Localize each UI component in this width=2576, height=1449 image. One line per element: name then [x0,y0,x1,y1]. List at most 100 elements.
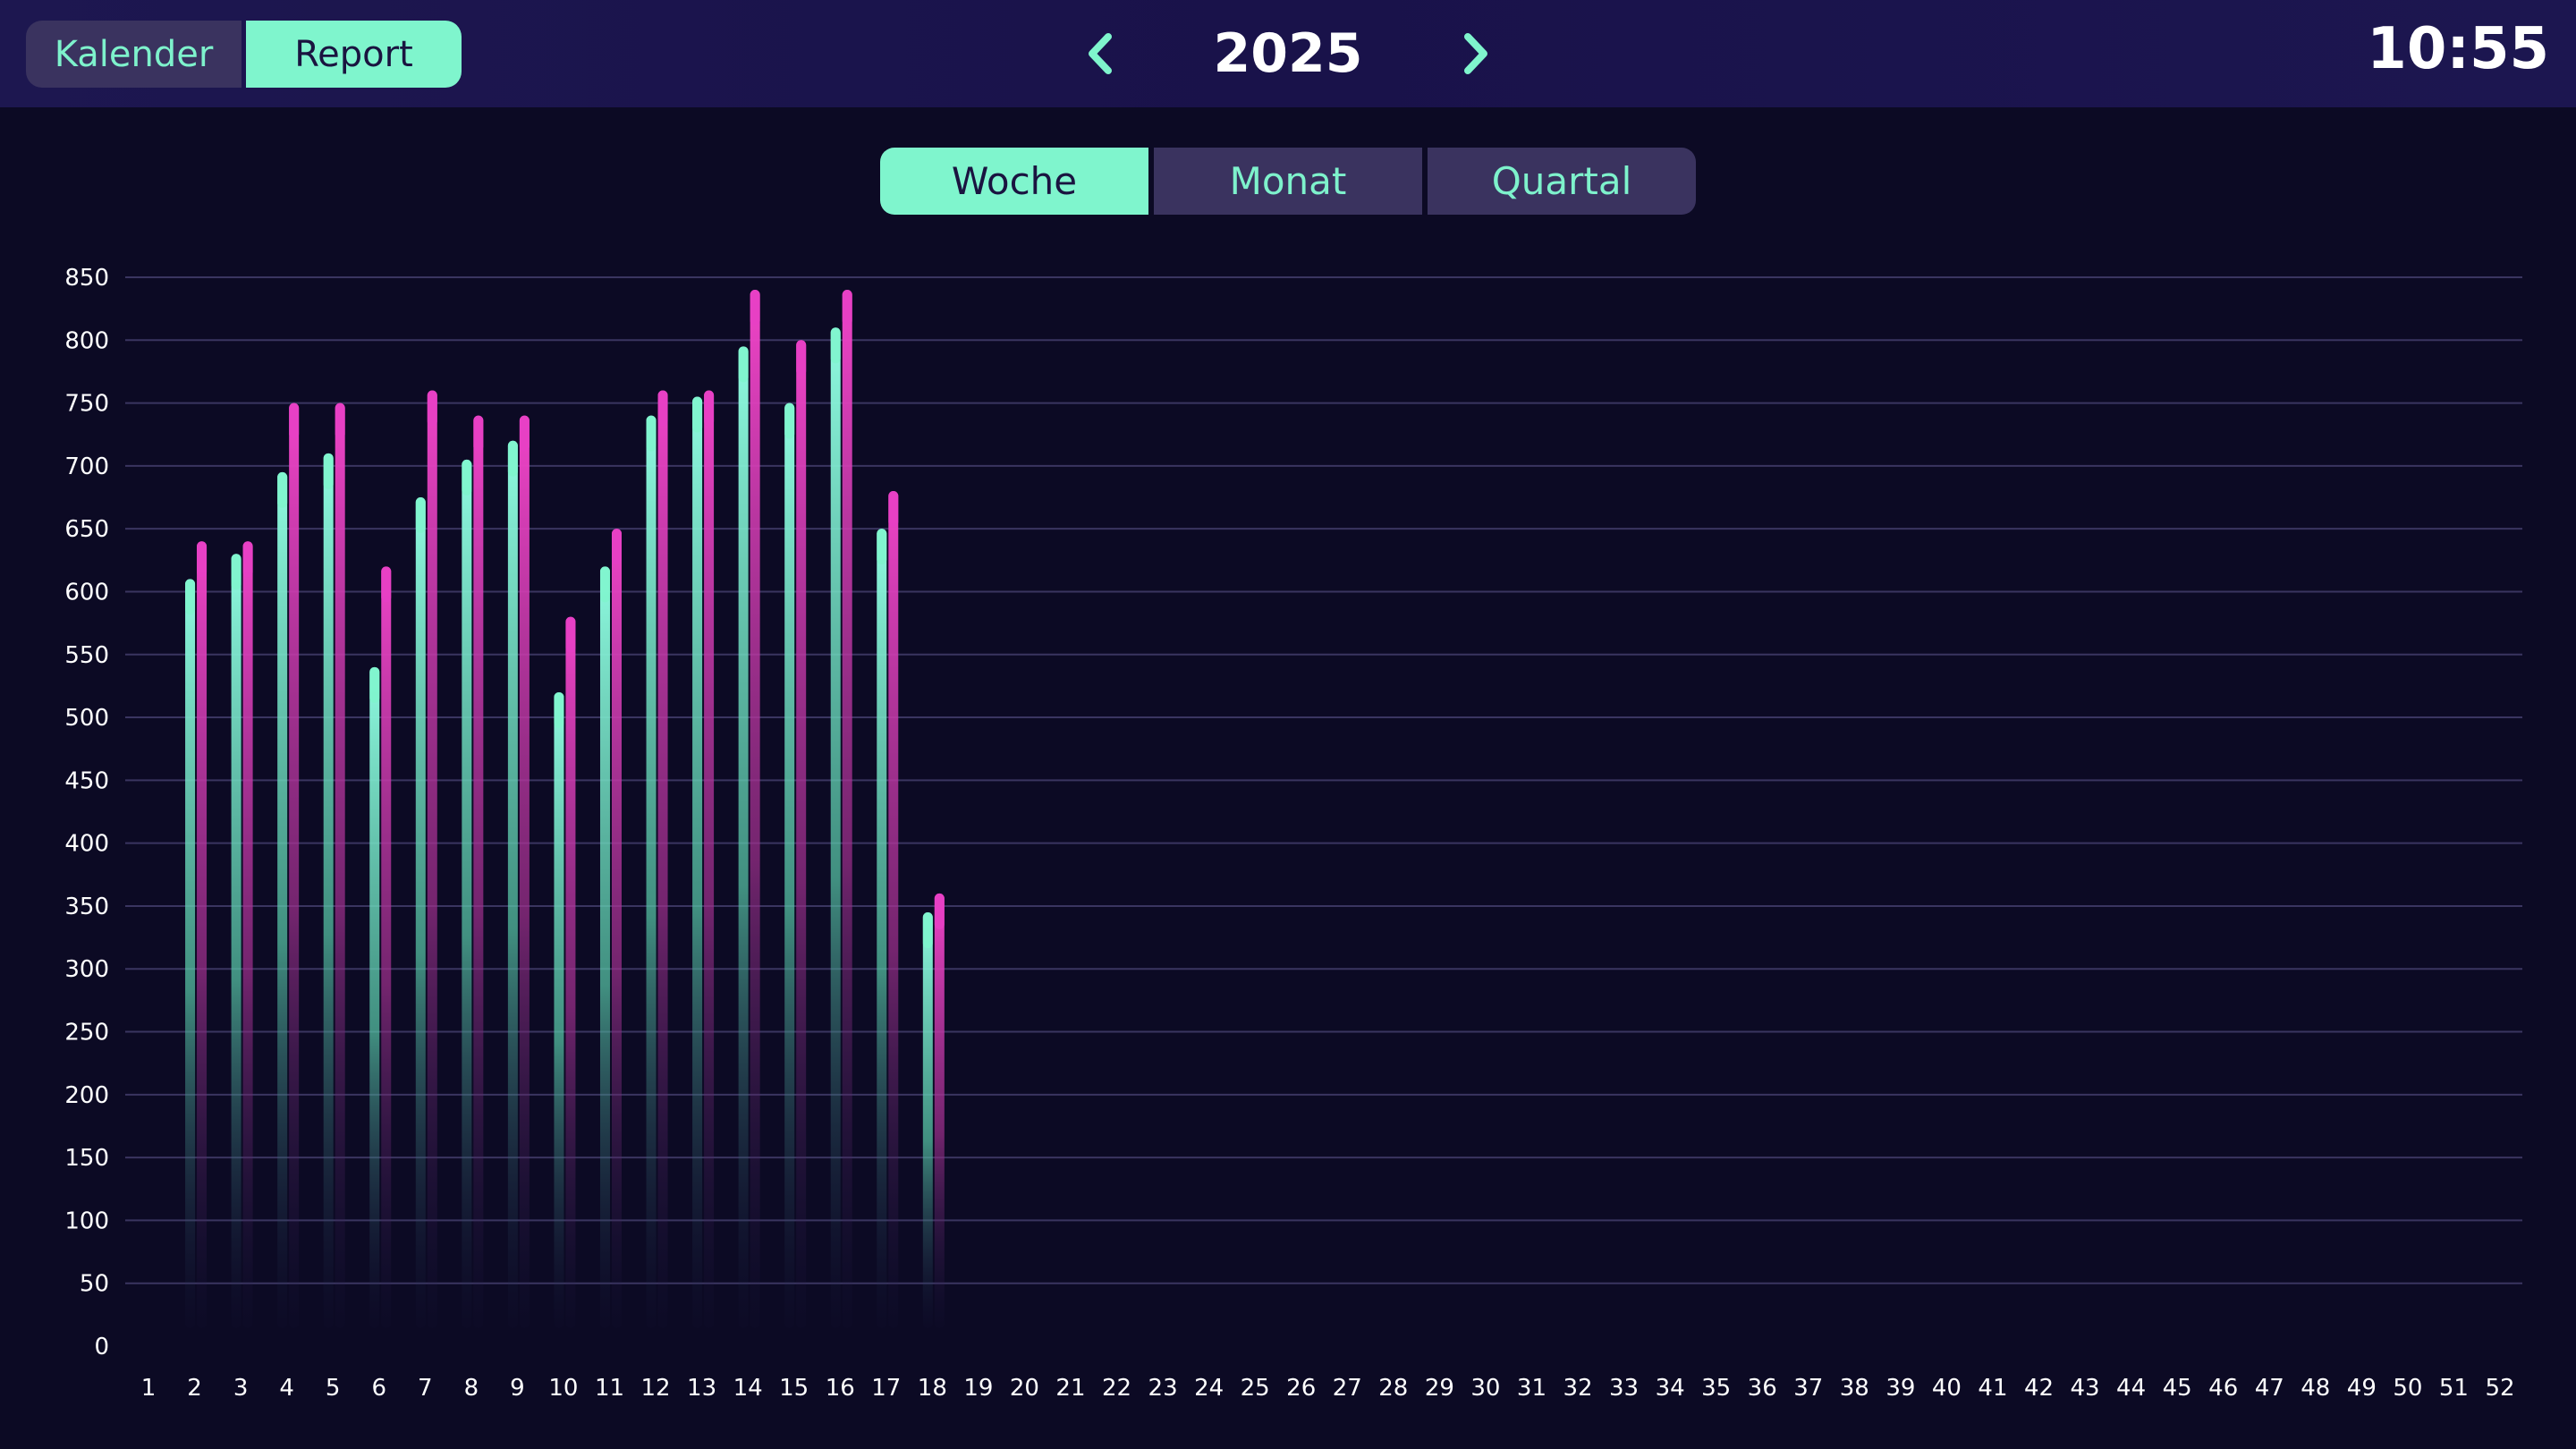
tab-monat[interactable]: Monat [1154,148,1422,215]
y-tick-label: 600 [64,579,109,606]
bar-series-b-cap [565,616,576,653]
y-tick-label: 100 [64,1208,109,1234]
x-tick-label: 20 [1010,1375,1039,1402]
x-tick-label: 14 [733,1375,763,1402]
y-tick-label: 150 [64,1145,109,1172]
bar-series-a-cap [462,459,472,496]
x-tick-label: 10 [548,1375,578,1402]
bar-series-b[interactable] [242,541,253,1328]
x-tick-label: 24 [1194,1375,1224,1402]
x-tick-label: 42 [2024,1375,2054,1402]
bar-series-a-cap [830,327,841,364]
x-tick-label: 36 [1748,1375,1777,1402]
tab-woche[interactable]: Woche [880,148,1148,215]
bar-series-a-cap [231,554,242,590]
x-tick-label: 43 [2071,1375,2100,1402]
bar-series-b[interactable] [934,893,945,1328]
bar-series-b-cap [381,566,392,603]
tab-report[interactable]: Report [246,21,462,88]
bar-series-b[interactable] [796,340,807,1328]
bar-series-b[interactable] [888,491,899,1328]
x-tick-label: 50 [2393,1375,2422,1402]
y-tick-label: 250 [64,1020,109,1046]
x-tick-label: 22 [1102,1375,1131,1402]
bar-series-b-cap [934,893,945,929]
tab-kalender[interactable]: Kalender [26,21,242,88]
x-tick-label: 26 [1286,1375,1316,1402]
bar-series-a-cap [415,497,426,534]
y-tick-label: 500 [64,705,109,732]
bar-series-a[interactable] [692,396,703,1328]
tab-quartal[interactable]: Quartal [1428,148,1696,215]
bar-series-a-cap [877,529,887,565]
bar-series-b-cap [842,290,852,326]
bar-series-a[interactable] [323,453,334,1328]
x-tick-label: 40 [1932,1375,1962,1402]
bar-series-a[interactable] [646,415,657,1328]
year-navigation: 2025 [1064,11,1512,97]
bar-series-b-cap [197,541,208,578]
y-tick-label: 50 [80,1271,109,1298]
bar-series-b-cap [519,415,530,452]
next-year-button[interactable] [1440,18,1512,89]
x-tick-label: 29 [1425,1375,1454,1402]
year-label: 2025 [1213,22,1363,85]
x-tick-label: 17 [871,1375,901,1402]
previous-year-button[interactable] [1064,18,1136,89]
bar-series-b-cap [796,340,807,377]
bar-series-b[interactable] [565,616,576,1328]
y-tick-label: 450 [64,767,109,794]
bar-series-a-cap [646,415,657,452]
x-tick-label: 52 [2485,1375,2514,1402]
bar-series-b-cap [427,390,437,427]
period-tabs: Woche Monat Quartal [880,148,1696,215]
bar-series-b[interactable] [335,402,345,1328]
bar-series-a[interactable] [507,440,518,1328]
bar-series-b-cap [657,390,668,427]
bar-series-b[interactable] [704,390,715,1328]
bar-series-b-cap [289,402,300,439]
x-tick-label: 39 [1885,1375,1915,1402]
bar-series-b[interactable] [381,566,392,1328]
y-tick-label: 350 [64,894,109,920]
bar-series-a[interactable] [554,691,564,1328]
x-tick-label: 13 [687,1375,716,1402]
x-tick-label: 28 [1378,1375,1408,1402]
bar-series-b[interactable] [657,390,668,1328]
bar-series-a[interactable] [830,327,841,1328]
weekly-bar-chart: 0501001502002503003504004505005506006507… [64,265,2522,1402]
x-tick-label: 4 [279,1375,294,1402]
bar-series-b-cap [611,529,622,565]
bar-series-a[interactable] [738,346,749,1329]
bar-series-b-cap [473,415,484,452]
bar-series-b[interactable] [289,402,300,1328]
bar-series-a[interactable] [877,529,887,1328]
x-tick-label: 3 [233,1375,249,1402]
x-tick-label: 19 [963,1375,993,1402]
y-tick-label: 300 [64,956,109,983]
bar-series-b[interactable] [473,415,484,1328]
bar-series-a-cap [738,346,749,383]
bar-series-a-cap [784,402,795,439]
bar-series-a[interactable] [185,579,196,1328]
bar-series-a[interactable] [922,911,933,1328]
bar-series-a[interactable] [231,554,242,1328]
bar-series-a[interactable] [462,459,472,1328]
bar-series-b[interactable] [750,290,760,1328]
bar-series-a[interactable] [415,497,426,1328]
x-tick-label: 31 [1517,1375,1546,1402]
bar-series-a[interactable] [784,402,795,1328]
bar-series-a[interactable] [369,666,380,1328]
bar-series-a-cap [692,396,703,433]
bar-series-b[interactable] [842,290,852,1328]
bar-series-b[interactable] [427,390,437,1328]
y-tick-label: 850 [64,265,109,292]
bar-series-b[interactable] [611,529,622,1328]
bar-series-b[interactable] [197,541,208,1328]
y-tick-label: 750 [64,391,109,418]
bar-series-b-cap [704,390,715,427]
bar-series-b[interactable] [519,415,530,1328]
bar-series-a[interactable] [599,566,610,1328]
bar-series-a[interactable] [277,471,288,1328]
x-tick-label: 2 [187,1375,202,1402]
